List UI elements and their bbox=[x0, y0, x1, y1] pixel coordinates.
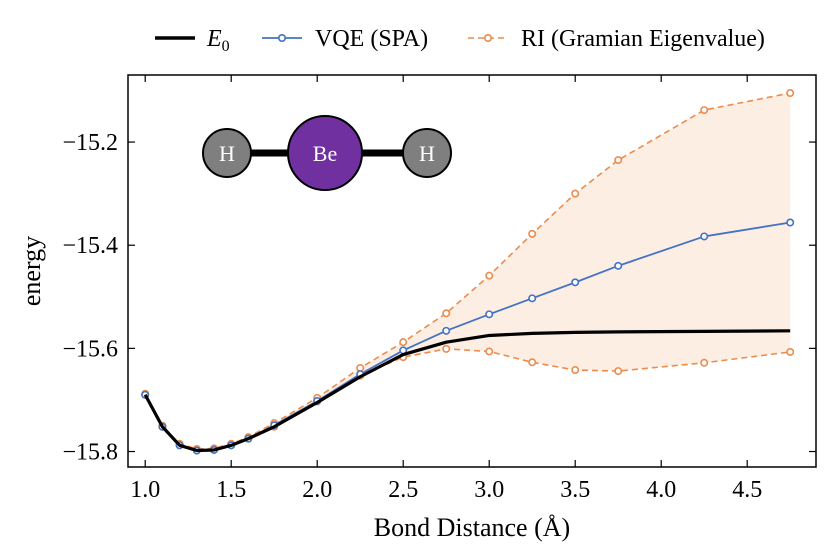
x-tick-label: 4.0 bbox=[646, 477, 676, 503]
vqe-point bbox=[442, 326, 451, 335]
y-tick-label: −15.4 bbox=[62, 233, 118, 259]
ri-upper-point bbox=[528, 229, 537, 238]
ri-upper-point bbox=[485, 271, 494, 280]
y-tick-label: −15.2 bbox=[62, 130, 118, 156]
vqe-point bbox=[571, 278, 580, 287]
legend-vqe-marker bbox=[277, 33, 286, 42]
x-tick-label: 2.0 bbox=[302, 477, 332, 503]
atom-be bbox=[287, 115, 363, 191]
ri-lower-point bbox=[528, 358, 537, 367]
legend-ri-marker bbox=[483, 33, 492, 42]
atom-label: Be bbox=[313, 141, 337, 166]
x-tick-label: 1.0 bbox=[130, 477, 160, 503]
ri-upper-point bbox=[399, 338, 408, 347]
legend-e0-subscript: 0 bbox=[222, 38, 230, 55]
ri-lower-point bbox=[485, 347, 494, 356]
ri-lower-line bbox=[144, 348, 791, 452]
legend-vqe-label: VQE (SPA) bbox=[315, 26, 428, 52]
vqe-point bbox=[528, 294, 537, 303]
y-tick-label: −15.6 bbox=[62, 336, 118, 362]
ri-upper-point bbox=[700, 106, 709, 115]
atom-h bbox=[402, 128, 452, 178]
ri-upper-point bbox=[571, 189, 580, 198]
ri-lower-point bbox=[442, 344, 451, 353]
vqe-point bbox=[786, 218, 795, 227]
ri-lower-point bbox=[614, 367, 623, 376]
ri-lower-point bbox=[700, 358, 709, 367]
x-axis-label: Bond Distance (Å) bbox=[374, 513, 570, 542]
vqe-point bbox=[700, 232, 709, 241]
molecule-inset: H Be H bbox=[202, 115, 452, 191]
legend-e0-label: E0 bbox=[206, 26, 230, 55]
y-axis-label: energy bbox=[17, 236, 46, 306]
x-tick-label: 1.5 bbox=[216, 477, 246, 503]
atom-label: H bbox=[419, 141, 435, 166]
legend-ri-label: RI (Gramian Eigenvalue) bbox=[521, 26, 765, 52]
vqe-point bbox=[614, 261, 623, 270]
ri-lower-point bbox=[786, 347, 795, 356]
ri-upper-point bbox=[442, 309, 451, 318]
x-tick-label: 3.0 bbox=[474, 477, 504, 503]
ri-upper-point bbox=[786, 89, 795, 98]
vqe-point bbox=[485, 310, 494, 319]
atom-label: H bbox=[219, 141, 235, 166]
x-tick-label: 2.5 bbox=[388, 477, 418, 503]
ri-upper-line bbox=[144, 92, 791, 450]
legend: E0 VQE (SPA) RI (Gramian Eigenvalue) bbox=[155, 26, 765, 55]
y-tick-label: −15.8 bbox=[62, 440, 118, 466]
plot-frame bbox=[127, 74, 817, 468]
ri-band bbox=[145, 93, 791, 451]
e0-line bbox=[143, 329, 791, 453]
x-tick-label: 3.5 bbox=[560, 477, 590, 503]
ri-lower-point bbox=[571, 366, 580, 375]
x-tick-label: 4.5 bbox=[732, 477, 762, 503]
atom-h bbox=[202, 128, 252, 178]
plot-area bbox=[127, 74, 817, 468]
ri-upper-point bbox=[614, 156, 623, 165]
